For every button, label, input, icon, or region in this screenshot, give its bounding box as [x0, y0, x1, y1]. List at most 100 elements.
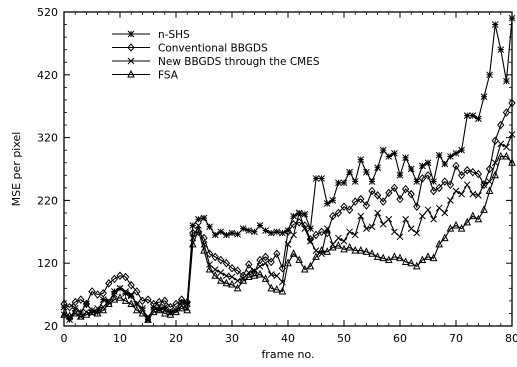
x-tick-label: 0	[61, 332, 68, 345]
data-point-triangle	[502, 151, 511, 160]
data-point-x	[368, 223, 376, 231]
y-tick-label: 320	[37, 132, 58, 145]
data-point-asterisk	[469, 112, 477, 119]
data-point-diamond	[110, 274, 119, 284]
data-point-x	[290, 231, 297, 239]
data-point-x	[217, 269, 225, 276]
data-point-asterisk	[239, 225, 247, 233]
data-point-diamond	[485, 164, 494, 174]
data-point-diamond	[491, 136, 499, 146]
data-point-triangle	[256, 269, 264, 278]
data-point-diamond	[340, 202, 348, 211]
data-point-x	[503, 143, 510, 151]
data-point-triangle	[362, 247, 371, 255]
data-point-asterisk	[251, 228, 258, 236]
data-point-x	[402, 215, 409, 223]
data-point-x	[374, 209, 381, 217]
data-point-triangle	[228, 279, 236, 288]
data-point-triangle	[396, 253, 404, 262]
x-tick-label: 10	[113, 332, 127, 345]
data-point-diamond	[116, 271, 124, 281]
data-point-x	[234, 277, 241, 285]
data-point-triangle	[373, 252, 382, 260]
data-point-asterisk	[447, 153, 454, 160]
data-point-x	[407, 225, 415, 233]
data-point-triangle	[446, 224, 455, 232]
data-point-triangle	[452, 220, 460, 229]
data-point-x	[195, 222, 202, 229]
data-point-triangle	[177, 303, 186, 312]
data-point-triangle	[480, 205, 488, 213]
data-point-diamond	[457, 171, 466, 180]
data-point-asterisk	[475, 115, 482, 123]
data-point-diamond	[390, 183, 399, 193]
data-point-diamond	[502, 108, 511, 117]
y-tick-label: 120	[37, 257, 58, 270]
legend-item: FSA	[112, 70, 179, 82]
data-point-diamond	[407, 189, 415, 199]
data-point-triangle	[200, 246, 208, 254]
data-point-triangle	[205, 264, 214, 273]
data-point-asterisk	[329, 197, 337, 204]
data-point-diamond	[441, 177, 449, 186]
data-point-x	[295, 209, 303, 217]
data-point-asterisk	[391, 149, 398, 157]
data-point-asterisk	[88, 306, 96, 314]
data-point-asterisk	[211, 231, 219, 239]
data-point-asterisk	[419, 162, 426, 170]
data-point-diamond	[267, 257, 275, 267]
data-point-diamond	[205, 249, 214, 259]
data-point-x	[396, 233, 404, 241]
data-point-x	[497, 140, 505, 148]
data-point-triangle	[149, 307, 158, 316]
data-point-asterisk	[368, 178, 376, 185]
data-point-diamond	[239, 271, 247, 281]
data-point-asterisk	[363, 168, 370, 176]
data-point-x	[312, 247, 320, 254]
data-point-triangle	[138, 308, 147, 317]
data-point-diamond	[424, 171, 432, 180]
data-point-triangle	[155, 305, 164, 314]
data-point-diamond	[88, 287, 96, 296]
data-point-triangle	[144, 315, 152, 323]
data-point-x	[508, 131, 516, 138]
data-point-x	[116, 284, 124, 292]
data-point-diamond	[211, 252, 219, 262]
data-point-triangle	[99, 305, 108, 314]
data-point-x	[94, 305, 101, 312]
data-point-diamond	[256, 255, 264, 265]
data-point-x	[430, 215, 437, 223]
data-point-diamond	[317, 227, 326, 237]
data-point-triangle	[267, 283, 276, 292]
data-point-diamond	[368, 186, 376, 196]
data-point-diamond	[155, 297, 163, 307]
data-point-triangle	[272, 284, 281, 293]
data-point-triangle	[407, 258, 416, 267]
series-layer	[60, 14, 516, 324]
data-point-asterisk	[155, 306, 163, 314]
data-point-diamond	[189, 228, 197, 238]
data-point-x	[256, 262, 264, 270]
data-point-triangle	[188, 239, 197, 248]
data-point-triangle	[76, 311, 85, 320]
data-point-asterisk	[503, 77, 510, 85]
data-point-asterisk	[335, 179, 342, 187]
data-point-triangle	[424, 252, 432, 260]
y-tick-label: 420	[37, 69, 58, 82]
data-point-triangle	[244, 272, 253, 281]
data-point-x	[486, 178, 493, 185]
data-point-triangle	[384, 255, 393, 264]
data-point-triangle	[317, 246, 326, 254]
data-point-diamond	[508, 98, 516, 108]
data-point-triangle	[295, 255, 304, 264]
data-point-triangle	[496, 151, 505, 160]
data-point-asterisk	[122, 289, 129, 297]
data-point-x	[379, 220, 387, 228]
data-point-diamond	[323, 228, 331, 238]
data-point-diamond	[121, 272, 130, 282]
data-point-x	[223, 272, 230, 280]
data-point-diamond	[105, 279, 113, 288]
data-point-triangle	[127, 69, 135, 78]
data-point-asterisk	[301, 210, 309, 218]
